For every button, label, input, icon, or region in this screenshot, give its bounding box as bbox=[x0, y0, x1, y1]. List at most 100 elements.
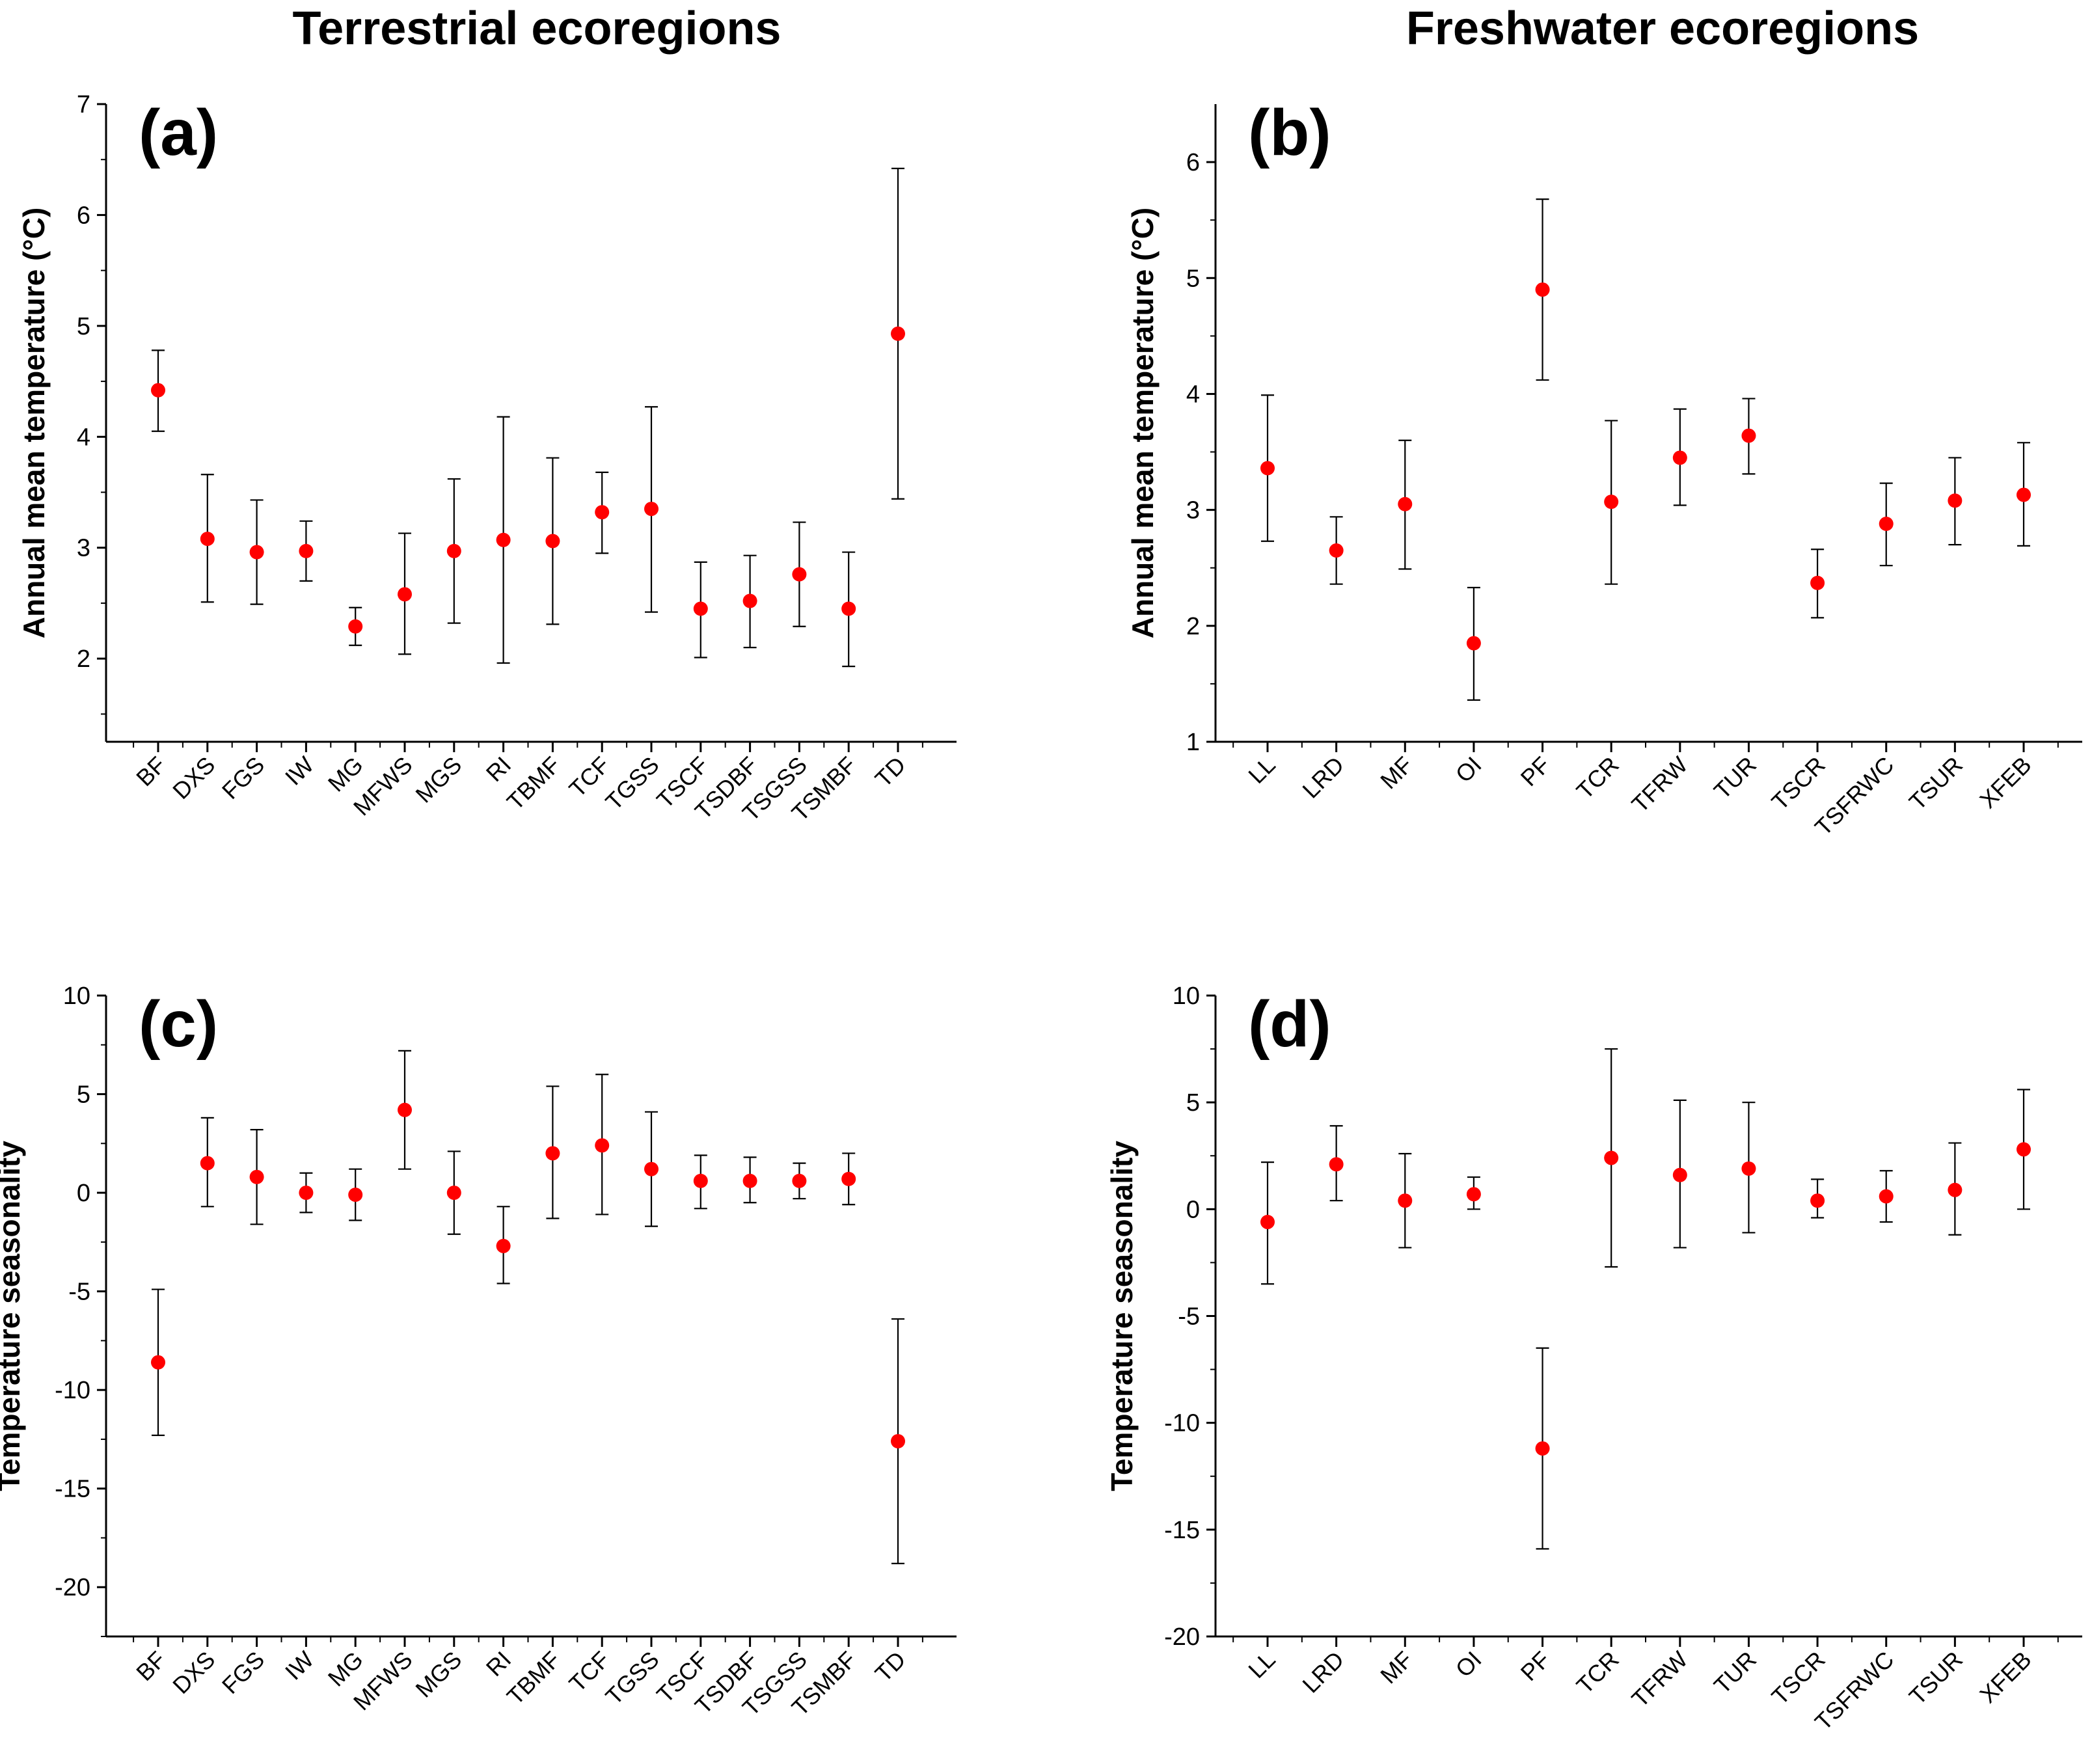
x-tick-label: TSUR bbox=[1904, 752, 1968, 815]
data-point bbox=[742, 593, 757, 608]
column-title-terrestrial: Terrestrial ecoregions bbox=[293, 3, 781, 55]
y-tick-label: 3 bbox=[1186, 497, 1200, 524]
data-point bbox=[2017, 487, 2031, 502]
x-tick-label: XFEB bbox=[1974, 1646, 2036, 1708]
x-tick-label: TUR bbox=[1709, 1646, 1761, 1699]
x-tick-label: BF bbox=[131, 752, 171, 792]
x-tick-label: TBMF bbox=[502, 752, 565, 815]
data-point bbox=[841, 601, 856, 616]
data-point bbox=[398, 587, 412, 602]
y-tick-label: 0 bbox=[77, 1180, 90, 1207]
data-point bbox=[891, 326, 905, 341]
x-tick-label: PF bbox=[1515, 1646, 1556, 1687]
y-tick-label: -20 bbox=[1164, 1623, 1200, 1651]
x-tick-label: XFEB bbox=[1974, 752, 2036, 813]
data-point bbox=[299, 1186, 314, 1201]
data-point bbox=[1260, 1215, 1275, 1230]
data-point bbox=[348, 619, 363, 634]
x-tick-label: TFRW bbox=[1626, 752, 1692, 818]
y-tick-label: -15 bbox=[1164, 1517, 1200, 1544]
data-point bbox=[1535, 1441, 1550, 1456]
y-tick-label: 5 bbox=[77, 1081, 90, 1109]
data-point bbox=[151, 1355, 165, 1370]
y-axis-label: Annual mean temperature (°C) bbox=[17, 208, 51, 639]
data-point bbox=[545, 534, 560, 549]
data-point bbox=[1879, 517, 1894, 532]
y-tick-label: 7 bbox=[77, 91, 90, 118]
y-tick-label: 2 bbox=[77, 645, 90, 673]
y-tick-label: 0 bbox=[1186, 1196, 1200, 1223]
x-tick-label: DXS bbox=[167, 752, 220, 804]
x-tick-label: TSUR bbox=[1904, 1646, 1968, 1710]
y-tick-label: 10 bbox=[63, 983, 90, 1010]
data-point bbox=[595, 505, 610, 520]
panel-d: -20 -15 -10 -5 0 5 10 LL LRD MF OI PF TCR TFRW TUR TSCR… bbox=[1105, 983, 2082, 1735]
x-tick-label: TCR bbox=[1571, 1646, 1624, 1699]
data-point bbox=[348, 1187, 363, 1202]
x-tick-label: LRD bbox=[1297, 1646, 1349, 1698]
column-title-freshwater: Freshwater ecoregions bbox=[1406, 3, 1919, 55]
data-point bbox=[299, 543, 314, 558]
data-point bbox=[1672, 1167, 1687, 1182]
y-tick-label: -20 bbox=[55, 1574, 90, 1601]
x-tick-label: MGS bbox=[410, 1646, 467, 1703]
data-point bbox=[891, 1433, 905, 1448]
data-point bbox=[1329, 543, 1344, 558]
x-tick-label: LL bbox=[1243, 752, 1280, 789]
x-tick-label: RI bbox=[481, 752, 516, 787]
data-point bbox=[1604, 495, 1619, 509]
data-point bbox=[1810, 1193, 1825, 1208]
data-point bbox=[2017, 1142, 2031, 1157]
x-tick-label: LL bbox=[1243, 1646, 1280, 1683]
panel-label: (a) bbox=[139, 96, 218, 169]
data-point bbox=[398, 1102, 412, 1117]
x-tick-label: TBMF bbox=[502, 1646, 565, 1710]
y-tick-label: 1 bbox=[1186, 729, 1200, 756]
x-tick-label: DXS bbox=[167, 1646, 220, 1699]
y-axis-label: Temperature seasonality bbox=[1105, 1141, 1139, 1491]
data-point bbox=[693, 1173, 708, 1188]
data-point bbox=[545, 1146, 560, 1161]
y-tick-label: 5 bbox=[1186, 265, 1200, 292]
y-tick-label: 4 bbox=[77, 424, 90, 451]
x-tick-label: TD bbox=[870, 752, 911, 793]
data-point bbox=[200, 532, 215, 547]
data-point bbox=[151, 383, 165, 398]
panel-label: (b) bbox=[1248, 96, 1331, 169]
data-point bbox=[1398, 1193, 1413, 1208]
data-point bbox=[1741, 1161, 1756, 1176]
y-axis-label: Annual mean temperature (°C) bbox=[1126, 208, 1160, 639]
x-tick-label: FGS bbox=[217, 752, 269, 804]
x-tick-label: LRD bbox=[1297, 752, 1349, 804]
data-point bbox=[1535, 282, 1550, 297]
x-tick-label: TD bbox=[870, 1646, 911, 1687]
x-tick-label: MF bbox=[1375, 1646, 1418, 1689]
data-point bbox=[1329, 1157, 1344, 1172]
data-point bbox=[1810, 575, 1825, 590]
data-point bbox=[1948, 1182, 1963, 1197]
y-tick-label: -10 bbox=[55, 1377, 90, 1404]
x-tick-label: PF bbox=[1515, 752, 1556, 792]
x-tick-label: MGS bbox=[410, 752, 467, 808]
y-tick-label: 6 bbox=[77, 202, 90, 229]
x-tick-label: RI bbox=[481, 1646, 516, 1681]
y-tick-label: 5 bbox=[1186, 1089, 1200, 1117]
data-point bbox=[1879, 1189, 1894, 1204]
y-tick-label: -5 bbox=[1178, 1303, 1200, 1331]
data-point bbox=[792, 567, 807, 582]
data-point bbox=[446, 543, 461, 558]
data-point bbox=[1604, 1150, 1619, 1165]
data-point bbox=[1672, 450, 1687, 465]
x-tick-label: OI bbox=[1450, 1646, 1487, 1683]
x-tick-label: TSCR bbox=[1766, 1646, 1830, 1710]
y-tick-label: 4 bbox=[1186, 381, 1200, 408]
y-tick-label: -10 bbox=[1164, 1410, 1200, 1437]
x-tick-label: TUR bbox=[1709, 752, 1761, 804]
x-tick-label: BF bbox=[131, 1646, 171, 1687]
x-tick-label: FGS bbox=[217, 1646, 269, 1699]
x-tick-label: MF bbox=[1375, 752, 1418, 794]
